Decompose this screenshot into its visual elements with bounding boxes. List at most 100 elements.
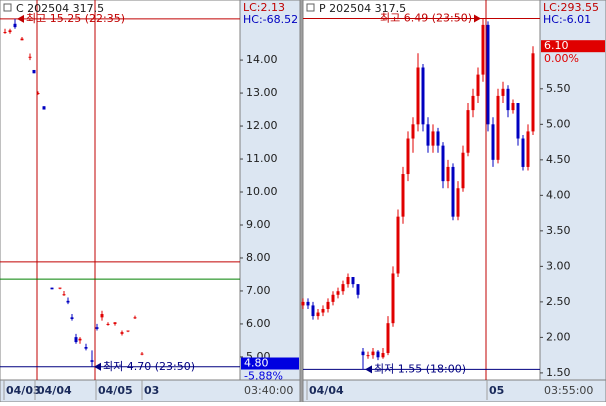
high-arrow xyxy=(474,14,481,23)
candle-body xyxy=(301,301,305,306)
candle-body xyxy=(3,32,7,34)
candle-body xyxy=(78,338,82,341)
candle-body xyxy=(471,95,475,111)
candle-body xyxy=(106,323,110,325)
candle-body xyxy=(376,351,380,358)
last-price-box xyxy=(241,357,299,370)
candle-body xyxy=(90,360,94,362)
candle-body xyxy=(36,93,40,95)
high-arrow xyxy=(17,14,24,23)
low-label: 최저 4.70 (23:50) xyxy=(103,360,195,373)
candle-body xyxy=(521,138,525,167)
hc-label: HC:-68.52 xyxy=(243,13,298,26)
candle-body xyxy=(50,287,54,290)
candle-body xyxy=(311,305,315,317)
candle-body xyxy=(441,145,445,182)
y-tick-label: 6.00 xyxy=(246,317,271,330)
plot-frame xyxy=(0,0,241,381)
x-tick-label: 05 xyxy=(489,384,504,397)
candle-body xyxy=(381,353,385,358)
y-tick-label: 9.00 xyxy=(246,218,271,231)
y-tick-label: 4.00 xyxy=(546,188,571,201)
y-tick-label: 5.50 xyxy=(546,82,571,95)
candle-body xyxy=(426,124,430,146)
value-axis xyxy=(239,0,301,381)
plot-frame xyxy=(302,0,541,381)
x-tick-label: 04/05 xyxy=(98,384,133,397)
candle-body xyxy=(526,131,530,167)
candle-body xyxy=(511,103,515,111)
candle-body xyxy=(336,291,340,295)
change-label: -5.88% xyxy=(244,370,283,383)
y-tick-label: 10.00 xyxy=(246,185,278,198)
candle-body xyxy=(496,95,500,160)
x-tick-label: 04/03 xyxy=(6,384,41,397)
candle-body xyxy=(386,323,390,354)
panel-title: P 202504 317.5 xyxy=(319,2,406,15)
candle-body xyxy=(396,216,400,274)
last-price-box xyxy=(541,40,605,53)
candle-body xyxy=(126,330,130,332)
candle-body xyxy=(32,69,36,74)
candle-body xyxy=(506,88,510,111)
candle-body xyxy=(466,110,470,153)
y-tick-label: 1.50 xyxy=(546,366,571,379)
candle-body xyxy=(74,337,78,343)
y-tick-label: 7.00 xyxy=(246,284,271,297)
panel-divider xyxy=(300,0,303,402)
candle-body xyxy=(84,347,88,349)
candle-body xyxy=(356,284,360,295)
y-tick-label: 3.50 xyxy=(546,224,571,237)
candle-body xyxy=(446,166,450,182)
x-tick-label: 03 xyxy=(144,384,159,397)
y-tick-label: 8.00 xyxy=(246,251,271,264)
low-arrow xyxy=(94,362,101,371)
candle-body xyxy=(20,38,24,41)
panel-checkbox xyxy=(3,3,12,12)
candle-body xyxy=(451,166,455,217)
candle-body xyxy=(456,188,460,217)
candle-body xyxy=(486,24,490,125)
y-tick-label: 4.50 xyxy=(546,153,571,166)
candle-body xyxy=(341,284,345,292)
candle-body xyxy=(531,53,535,132)
candle-body xyxy=(411,124,415,139)
time-label: 03:40:00 xyxy=(244,384,293,397)
x-tick-label: 04/04 xyxy=(309,384,344,397)
y-tick-label: 2.50 xyxy=(546,295,571,308)
hc-label: HC:-6.01 xyxy=(543,13,591,26)
candle-body xyxy=(140,353,144,355)
value-axis xyxy=(539,0,606,381)
candle-body xyxy=(42,106,46,110)
candle-body xyxy=(28,56,32,58)
candle-body xyxy=(13,23,17,28)
candle-body xyxy=(391,273,395,324)
low-arrow xyxy=(365,365,372,374)
candle-body xyxy=(316,312,320,317)
candle-body xyxy=(331,294,335,302)
candle-body xyxy=(58,287,62,289)
candle-body xyxy=(120,332,124,334)
candle-body xyxy=(491,124,495,160)
high-label: 최고 15.25 (22:35) xyxy=(26,12,125,25)
lc-label: LC:2.13 xyxy=(243,1,285,14)
candle-body xyxy=(481,24,485,75)
time-label: 03:55:00 xyxy=(544,384,593,397)
y-tick-label: 13.00 xyxy=(246,86,278,99)
candle-body xyxy=(8,30,12,33)
y-tick-label: 14.00 xyxy=(246,53,278,66)
candle-body xyxy=(431,131,435,146)
candle-body xyxy=(421,67,425,125)
candle-body xyxy=(326,301,330,309)
high-label: 최고 6.49 (23:50) xyxy=(380,11,472,24)
lc-label: LC:293.55 xyxy=(543,1,599,14)
candle-body xyxy=(476,74,480,96)
candle-body xyxy=(62,294,66,296)
candle-body xyxy=(113,322,117,324)
change-label: 0.00% xyxy=(544,52,579,65)
candle-body xyxy=(416,67,420,125)
candle-body xyxy=(501,88,505,96)
candle-body xyxy=(351,277,355,285)
panel-title: C 202504 317.5 xyxy=(16,2,104,15)
